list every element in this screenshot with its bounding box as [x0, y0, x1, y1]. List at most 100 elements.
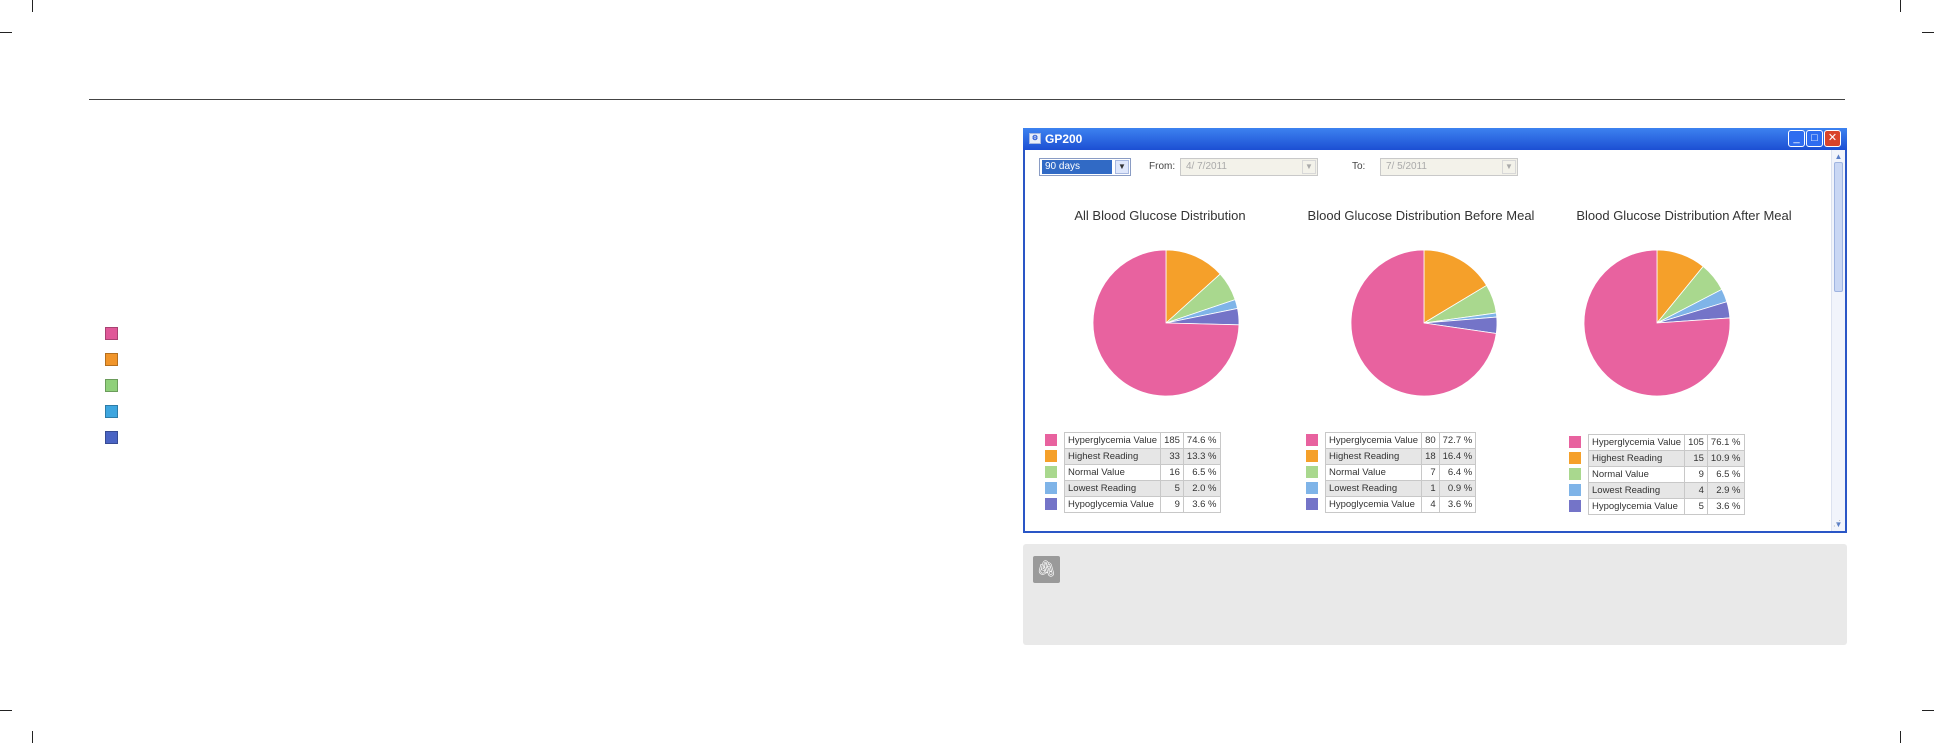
legend-label: Lowest Reading [1063, 480, 1162, 497]
legend-table: Hyperglycemia Value 185 74.6 % Highest Read… [1063, 432, 1221, 513]
table-row: Normal Value 9 6.5 % [1587, 466, 1745, 483]
legend-swatch [1045, 434, 1057, 446]
legend-percent: 16.4 % [1438, 448, 1477, 465]
legend-percent: 3.6 % [1706, 498, 1745, 515]
close-button[interactable]: ✕ [1824, 130, 1841, 147]
legend-count: 1 [1421, 480, 1440, 497]
legend-label: Hyperglycemia Value [1063, 432, 1162, 449]
legend-count: 5 [1684, 498, 1708, 515]
scroll-thumb[interactable] [1834, 162, 1843, 292]
legend-count: 7 [1421, 464, 1440, 481]
legend-percent: 13.3 % [1182, 448, 1221, 465]
legend-count: 9 [1160, 496, 1184, 513]
legend-percent: 3.6 % [1438, 496, 1477, 513]
legend-swatch [1569, 484, 1581, 496]
crop-mark [1900, 731, 1901, 743]
scroll-down-icon[interactable]: ▼ [1834, 520, 1843, 529]
chevron-down-icon[interactable]: ▼ [1302, 160, 1316, 174]
date-range-controls: 90 days ▼ From: 4/ 7/2011 ▼ To: 7/ 5/201… [1039, 158, 1839, 180]
legend-swatch [1045, 450, 1057, 462]
to-date-value: 7/ 5/2011 [1386, 161, 1427, 172]
minimize-button[interactable]: _ [1788, 130, 1805, 147]
legend-percent: 2.9 % [1706, 482, 1745, 499]
pie-slice-highest [1423, 249, 1488, 324]
table-row: Lowest Reading 5 2.0 % [1063, 480, 1221, 497]
title-bar[interactable]: ⚙ GP200 _ □ ✕ [1023, 128, 1847, 150]
resize-grip-icon[interactable]: ⋰ [1833, 519, 1841, 528]
legend-label: Hyperglycemia Value [1587, 434, 1686, 451]
crop-mark [1900, 0, 1901, 12]
legend-swatch [1569, 468, 1581, 480]
legend-percent: 74.6 % [1182, 432, 1221, 449]
legend-count: 80 [1421, 432, 1440, 449]
header-rule [89, 99, 1845, 100]
crop-mark [1922, 32, 1934, 33]
chevron-down-icon[interactable]: ▼ [1115, 160, 1129, 174]
legend-label: Normal Value [1587, 466, 1686, 483]
paperclip-icon: 🖇 [1033, 556, 1060, 583]
table-row: Highest Reading 33 13.3 % [1063, 448, 1221, 465]
legend-table: Hyperglycemia Value 80 72.7 % Highest Readi… [1324, 432, 1477, 513]
table-row: Hyperglycemia Value 105 76.1 % [1587, 434, 1745, 451]
legend-table: Hyperglycemia Value 105 76.1 % Highest Read… [1587, 434, 1745, 515]
legend-label: Lowest Reading [1587, 482, 1686, 499]
table-row: Lowest Reading 1 0.9 % [1324, 480, 1477, 497]
legend-swatch [1306, 450, 1318, 462]
scroll-up-icon[interactable]: ▲ [1834, 152, 1843, 161]
pie-chart-all [1092, 249, 1240, 397]
table-row: Normal Value 16 6.5 % [1063, 464, 1221, 481]
legend-count: 4 [1421, 496, 1440, 513]
table-row: Hyperglycemia Value 185 74.6 % [1063, 432, 1221, 449]
legend-count: 18 [1421, 448, 1440, 465]
legend-count: 185 [1160, 432, 1184, 449]
legend-label: Highest Reading [1324, 448, 1423, 465]
legend-percent: 2.0 % [1182, 480, 1221, 497]
legend-swatch [1306, 466, 1318, 478]
legend-label: Hypoglycemia Value [1063, 496, 1162, 513]
legend-label: Highest Reading [1587, 450, 1686, 467]
legend-count: 4 [1684, 482, 1708, 499]
table-row: Hypoglycemia Value 9 3.6 % [1063, 496, 1221, 513]
side-swatch-hyperglycemia [105, 327, 118, 340]
chart-title: Blood Glucose Distribution After Meal [1576, 208, 1792, 223]
pie-slice-highest [1165, 249, 1221, 324]
table-row: Hypoglycemia Value 4 3.6 % [1324, 496, 1477, 513]
side-swatch-highest [105, 353, 118, 366]
app-icon[interactable]: ⚙ [1029, 133, 1041, 144]
legend-swatch [1045, 466, 1057, 478]
legend-percent: 3.6 % [1182, 496, 1221, 513]
pie-slice-hyperglycemia [1350, 249, 1497, 397]
legend-label: Hypoglycemia Value [1324, 496, 1423, 513]
to-date-select[interactable]: 7/ 5/2011 ▼ [1380, 158, 1518, 176]
chevron-down-icon[interactable]: ▼ [1502, 160, 1516, 174]
from-label: From: [1149, 161, 1176, 172]
legend-count: 16 [1160, 464, 1184, 481]
table-row: Lowest Reading 4 2.9 % [1587, 482, 1745, 499]
legend-percent: 6.5 % [1706, 466, 1745, 483]
legend-count: 105 [1684, 434, 1708, 451]
legend-label: Normal Value [1324, 464, 1423, 481]
from-date-value: 4/ 7/2011 [1186, 161, 1227, 172]
period-select[interactable]: 90 days ▼ [1039, 158, 1131, 176]
legend-swatch [1045, 482, 1057, 494]
to-label: To: [1352, 161, 1366, 172]
vertical-scrollbar[interactable]: ▲ ▼ [1831, 150, 1845, 531]
pie-slice-hyperglycemia [1092, 249, 1240, 397]
legend-swatch [1569, 500, 1581, 512]
crop-mark [0, 710, 12, 711]
table-row: Hyperglycemia Value 80 72.7 % [1324, 432, 1477, 449]
app-window: ⚙ GP200 _ □ ✕ 90 days ▼ From: 4/ 7/2011 … [1023, 128, 1847, 533]
legend-swatch [1569, 436, 1581, 448]
crop-mark [1922, 710, 1934, 711]
from-date-select[interactable]: 4/ 7/2011 ▼ [1180, 158, 1318, 176]
legend-percent: 76.1 % [1706, 434, 1745, 451]
side-color-legend [105, 327, 118, 457]
legend-swatch [1569, 452, 1581, 464]
crop-mark [32, 731, 33, 743]
legend-count: 5 [1160, 480, 1184, 497]
legend-label: Hypoglycemia Value [1587, 498, 1686, 515]
table-row: Highest Reading 15 10.9 % [1587, 450, 1745, 467]
legend-count: 15 [1684, 450, 1708, 467]
table-row: Hypoglycemia Value 5 3.6 % [1587, 498, 1745, 515]
maximize-button[interactable]: □ [1806, 130, 1823, 147]
